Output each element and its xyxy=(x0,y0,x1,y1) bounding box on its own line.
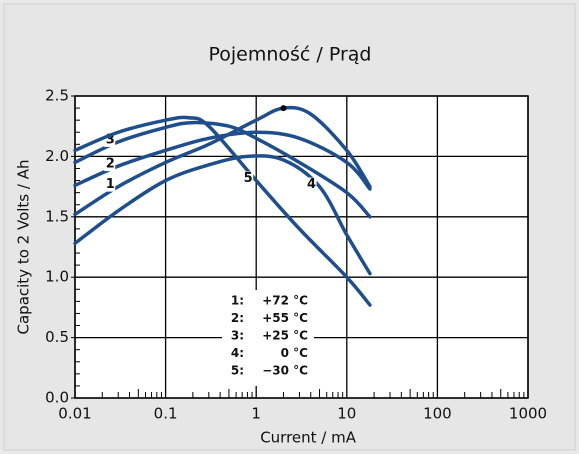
y-tick-label: 2.0 xyxy=(45,147,69,165)
curve-label-bg xyxy=(104,177,116,192)
curve-label-bg xyxy=(242,171,254,186)
y-tick-label: 0.0 xyxy=(45,389,69,407)
x-tick-label: 1 xyxy=(251,405,261,423)
legend-key: 5: xyxy=(231,364,244,378)
legend-name: +72 °C xyxy=(262,294,308,308)
peak-marker xyxy=(280,105,287,112)
curve-label-bg xyxy=(104,157,116,172)
x-tick-label: 10 xyxy=(337,405,356,423)
curve-label: 5 xyxy=(244,171,253,186)
y-tick-label: 0.5 xyxy=(45,328,69,346)
legend-name: +55 °C xyxy=(262,311,308,325)
curve-label-bg xyxy=(104,132,116,147)
chart-title: Pojemność / Prąd xyxy=(208,44,371,66)
legend-key: 4: xyxy=(231,346,244,360)
curve-label: 2 xyxy=(106,157,115,172)
legend-key: 2: xyxy=(231,311,244,325)
series-line xyxy=(73,154,372,276)
y-axis-label: Capacity to 2 Volts / Ah xyxy=(15,160,33,335)
curve-label-bg xyxy=(305,177,317,192)
legend-name: +25 °C xyxy=(262,329,308,343)
plot-border xyxy=(74,95,529,399)
series-line xyxy=(73,130,372,191)
x-tick-label: 0.01 xyxy=(58,405,91,423)
x-tick-label: 0.1 xyxy=(154,405,178,423)
legend-key: 1: xyxy=(231,294,244,308)
legend-name: 0 °C xyxy=(281,346,309,360)
series-line xyxy=(73,115,372,307)
legend-box xyxy=(222,290,314,386)
curve-label: 3 xyxy=(106,132,115,147)
curve-label: 4 xyxy=(307,177,316,192)
x-tick-label: 100 xyxy=(423,405,452,423)
x-axis-label: Current / mA xyxy=(260,429,357,447)
x-tick-label: 1000 xyxy=(509,405,547,423)
y-tick-label: 1.0 xyxy=(45,268,69,286)
y-tick-label: 1.5 xyxy=(45,207,69,225)
series-line xyxy=(73,105,372,217)
series-line xyxy=(73,120,372,219)
curve-label: 1 xyxy=(106,177,115,192)
legend-name: −30 °C xyxy=(262,364,308,378)
legend-key: 3: xyxy=(231,329,244,343)
y-tick-label: 2.5 xyxy=(45,87,69,105)
